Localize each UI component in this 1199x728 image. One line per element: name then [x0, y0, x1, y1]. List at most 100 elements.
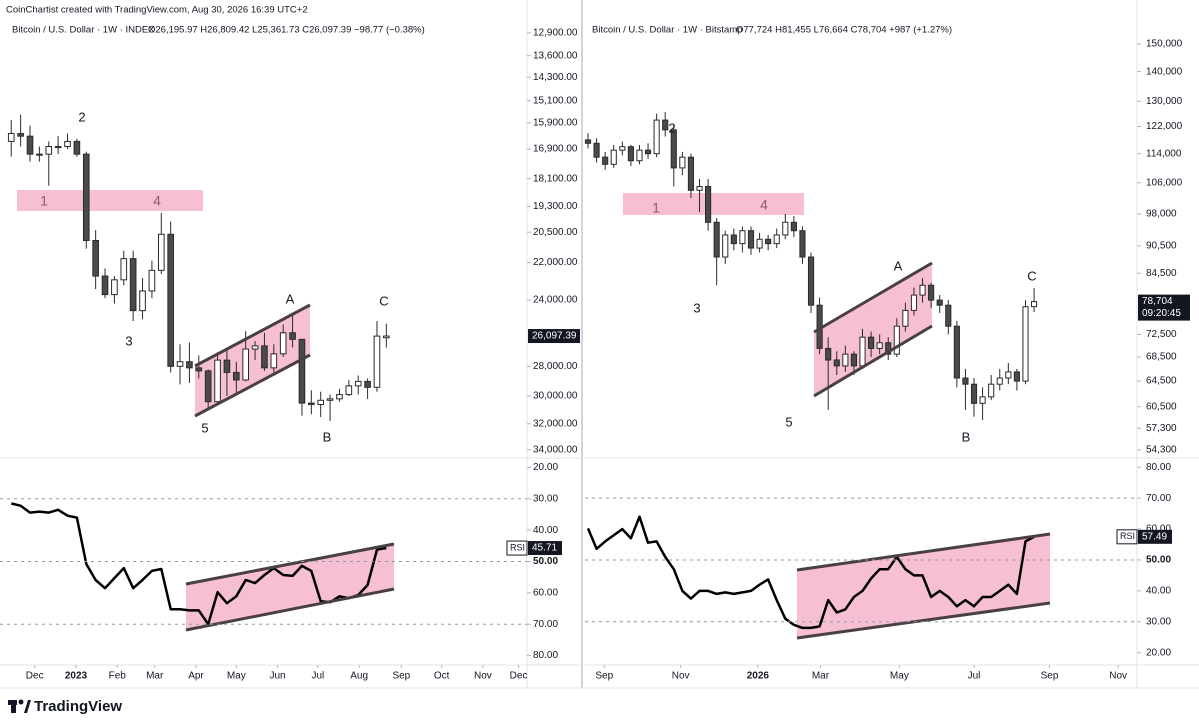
candle-body	[82, 153, 90, 242]
x-tick-label: Sep	[392, 671, 410, 682]
candle-body	[289, 332, 296, 340]
x-tick-label: Aug	[350, 671, 368, 682]
countdown-label: 09:20:45	[1142, 308, 1181, 319]
wave-label: 4	[760, 197, 768, 213]
candle-body	[261, 345, 268, 369]
logo-shape	[18, 699, 24, 705]
x-tick-label: Oct	[434, 671, 450, 682]
candle-body	[996, 377, 1003, 385]
x-tick-label: Dec	[510, 671, 528, 682]
candle-body	[54, 146, 62, 149]
candle-body	[868, 336, 875, 349]
x-tick-label: Jul	[311, 671, 324, 682]
y-tick-label: 68,500	[1146, 352, 1177, 363]
last-price-label: 26,097.39	[532, 331, 577, 342]
candle-body	[790, 221, 797, 232]
y-tick-label: 84,500	[1146, 268, 1177, 279]
y-tick-label: 150,000	[1146, 39, 1183, 50]
candle-body	[679, 156, 686, 169]
candle-body	[833, 359, 840, 367]
candle-body	[36, 153, 43, 156]
channel-line	[796, 601, 1051, 640]
candle-body	[653, 119, 660, 155]
wave-label: 1	[652, 200, 660, 216]
x-tick-label: Jun	[270, 671, 286, 682]
candle-body	[336, 394, 343, 400]
last-price-label: 78,704	[1142, 296, 1173, 307]
channel-line	[185, 542, 395, 586]
y-tick-label: 54,300	[1146, 444, 1177, 455]
candle-body	[610, 149, 617, 165]
last-price-box	[1138, 294, 1190, 321]
y-tick-label: 15,900.00	[533, 118, 578, 129]
candle-body	[308, 402, 315, 406]
x-tick-label: Mar	[146, 671, 164, 682]
candle-body	[730, 234, 737, 245]
wave-label: C	[1027, 268, 1036, 283]
indicator-value: 45.71	[532, 543, 557, 554]
y-tick-label: 90,500	[1146, 240, 1177, 251]
candle-body	[696, 185, 703, 191]
rsi-line	[586, 515, 1035, 630]
candle-body	[373, 335, 381, 388]
candle-body	[120, 258, 128, 281]
candle-body	[186, 361, 193, 369]
wave-label: B	[962, 429, 971, 444]
candle-body	[92, 240, 99, 277]
candle-body	[584, 139, 592, 144]
candle-body	[825, 347, 832, 361]
indicator-value-box	[528, 541, 562, 556]
candle-body	[713, 221, 720, 258]
candle-body	[602, 156, 609, 165]
candle-body	[756, 238, 763, 249]
candle-body	[687, 156, 695, 191]
candle-body	[383, 335, 390, 339]
candle-body	[910, 294, 918, 311]
wave-label: A	[286, 291, 295, 306]
y-tick-label: 20.00	[533, 462, 558, 473]
candle-body	[1005, 371, 1012, 379]
marks	[7, 112, 1038, 630]
candle-body	[859, 336, 866, 367]
y-tick-label: 114,000	[1146, 148, 1182, 159]
y-tick-label: 80.00	[533, 650, 558, 661]
candle-body	[636, 149, 643, 162]
candle-body	[326, 398, 334, 401]
wave-label: 3	[693, 300, 700, 315]
candle-body	[962, 377, 969, 385]
y-tick-label: 12,900.00	[533, 28, 578, 39]
candle-body	[988, 383, 995, 398]
channel-line	[813, 324, 933, 398]
logo-shape	[24, 700, 31, 713]
candle-body	[139, 290, 146, 312]
candle-body	[101, 275, 109, 296]
tradingview-logo: TradingView	[8, 698, 122, 715]
candle-body	[739, 230, 746, 245]
logo-shape	[8, 700, 17, 705]
x-tick-label: Sep	[595, 671, 613, 682]
wave-label: 3	[125, 333, 132, 348]
candle-body	[176, 361, 184, 367]
channel-lines	[185, 261, 1051, 640]
candle-body	[73, 140, 81, 155]
ohlc-readout: O26,195.97 H26,809.42 L25,361.73 C26,097…	[148, 25, 425, 36]
candle-body	[902, 309, 909, 327]
y-tick-label: 50.00	[1146, 555, 1171, 566]
x-tick-label: Mar	[812, 671, 830, 682]
x-tick-label: May	[890, 671, 909, 682]
y-tick-label: 72,500	[1146, 329, 1177, 340]
candle-body	[807, 256, 815, 306]
candle-body	[1013, 371, 1020, 382]
candle-body	[232, 371, 240, 381]
candle-body	[270, 353, 278, 369]
candle-body	[919, 284, 926, 296]
candle-body	[111, 279, 118, 296]
candle-body	[593, 142, 600, 158]
candle-body	[644, 149, 652, 155]
candle-body	[705, 185, 712, 223]
y-tick-label: 60.00	[533, 588, 558, 599]
indicator-name-box	[1116, 529, 1138, 545]
candle-body	[317, 399, 325, 406]
candle-body	[167, 233, 174, 367]
candle-body	[662, 119, 669, 131]
